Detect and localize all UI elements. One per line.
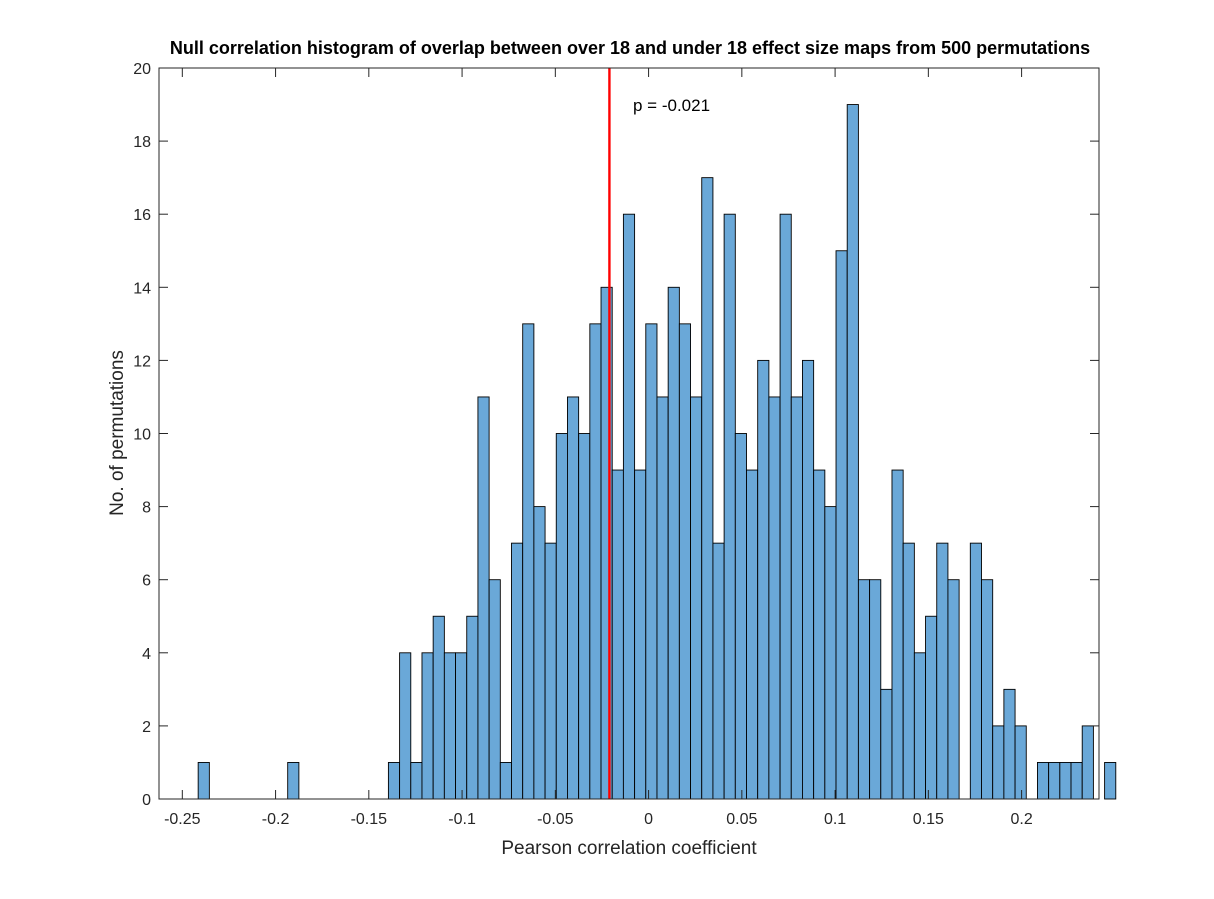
- y-tick-label: 2: [142, 719, 151, 736]
- histogram-bar: [466, 615, 479, 800]
- y-tick-label: 10: [133, 427, 151, 444]
- histogram-bar: [824, 506, 837, 800]
- histogram-bar: [421, 652, 434, 800]
- histogram-bar: [779, 213, 792, 800]
- histogram-bar: [533, 506, 546, 800]
- histogram-bar: [567, 396, 580, 800]
- histogram-bar: [645, 323, 658, 800]
- histogram-bar: [499, 762, 512, 800]
- x-tick-label: -0.2: [262, 811, 290, 828]
- chart-title: Null correlation histogram of overlap be…: [170, 38, 1090, 58]
- histogram-bar: [790, 396, 803, 800]
- y-tick-label: 14: [133, 280, 151, 297]
- histogram-bar: [734, 433, 747, 800]
- histogram-bar: [992, 725, 1005, 800]
- y-tick-label: 6: [142, 573, 151, 590]
- histogram-bar: [902, 542, 915, 800]
- histogram-bar: [488, 579, 501, 800]
- histogram-bar: [981, 579, 994, 800]
- x-tick-label: 0.15: [913, 811, 944, 828]
- histogram-bar: [1104, 762, 1117, 800]
- histogram-bar: [925, 615, 938, 800]
- histogram-bar: [947, 579, 960, 800]
- x-tick-label: -0.1: [448, 811, 476, 828]
- histogram-bar: [701, 177, 714, 800]
- histogram-bar: [410, 762, 423, 800]
- histogram-bar: [1059, 762, 1072, 800]
- histogram-bar: [969, 542, 982, 800]
- histogram-bar: [399, 652, 412, 800]
- histogram-bar: [869, 579, 882, 800]
- histogram-bar: [522, 323, 535, 800]
- y-tick-label: 16: [133, 207, 151, 224]
- histogram-bar: [802, 359, 815, 800]
- histogram-bar: [690, 396, 703, 800]
- histogram-bar: [622, 213, 636, 800]
- x-tick-label: -0.25: [164, 811, 201, 828]
- histogram-bar: [913, 652, 926, 800]
- histogram-bar: [768, 396, 781, 800]
- y-tick-label: 4: [142, 646, 151, 663]
- x-tick-label: -0.05: [537, 811, 574, 828]
- y-tick-label: 12: [133, 353, 151, 370]
- x-axis-ticks: -0.25 -0.2 -0.15 -0.1 -0.05 0 0.05 0.1 0.15 0.2: [164, 68, 1033, 828]
- y-tick-label: 8: [142, 500, 151, 517]
- histogram-bar: [757, 359, 770, 800]
- histogram-bar: [197, 762, 210, 800]
- histogram-bar: [936, 542, 949, 800]
- y-tick-label: 18: [133, 134, 151, 151]
- x-tick-label: -0.15: [351, 811, 388, 828]
- x-tick-label: 0.2: [1010, 811, 1032, 828]
- histogram-bar: [1003, 688, 1016, 800]
- histogram-bar: [835, 250, 848, 800]
- histogram-bar: [846, 104, 859, 800]
- histogram-bar: [544, 542, 557, 800]
- histogram-bar: [1048, 762, 1061, 800]
- histogram-bar: [678, 323, 691, 800]
- histogram-bar: [287, 762, 300, 800]
- x-tick-label: 0.1: [824, 811, 846, 828]
- histogram-bar: [511, 542, 524, 800]
- histogram-bar: [611, 469, 624, 800]
- histogram-bar: [589, 323, 602, 800]
- histogram-bar: [578, 433, 591, 800]
- histogram-bar: [443, 652, 456, 800]
- histogram-bar: [1070, 762, 1083, 800]
- histogram-bar: [555, 433, 568, 800]
- histogram-bar: [880, 688, 893, 800]
- annotation-p-value: p = -0.021: [633, 96, 710, 115]
- histogram-bar: [656, 396, 669, 800]
- x-tick-label: 0: [644, 811, 653, 828]
- y-tick-label: 20: [133, 61, 151, 78]
- histogram-bar: [667, 286, 680, 800]
- histogram-bar: [891, 469, 904, 800]
- histogram-bar: [455, 652, 468, 800]
- histogram-bar: [712, 542, 725, 800]
- histogram-bar: [634, 469, 647, 800]
- histogram-bar: [746, 469, 759, 800]
- y-axis-ticks: 0 2 4 6 8 10 12 14 16 18 20: [133, 61, 1099, 809]
- histogram-bar: [813, 469, 826, 800]
- histogram-bar: [1037, 762, 1050, 800]
- y-axis-label: No. of permutations: [107, 350, 128, 516]
- x-axis-label: Pearson correlation coefficient: [501, 838, 757, 859]
- histogram-bar: [1081, 725, 1094, 800]
- y-tick-label: 0: [142, 792, 151, 809]
- histogram-bar: [1014, 725, 1027, 800]
- x-tick-label: 0.05: [726, 811, 757, 828]
- histogram-bar: [477, 396, 490, 800]
- histogram-bar: [387, 762, 401, 800]
- histogram-bar: [857, 579, 871, 800]
- histogram-bar: [432, 615, 445, 800]
- histogram-bar: [723, 213, 736, 800]
